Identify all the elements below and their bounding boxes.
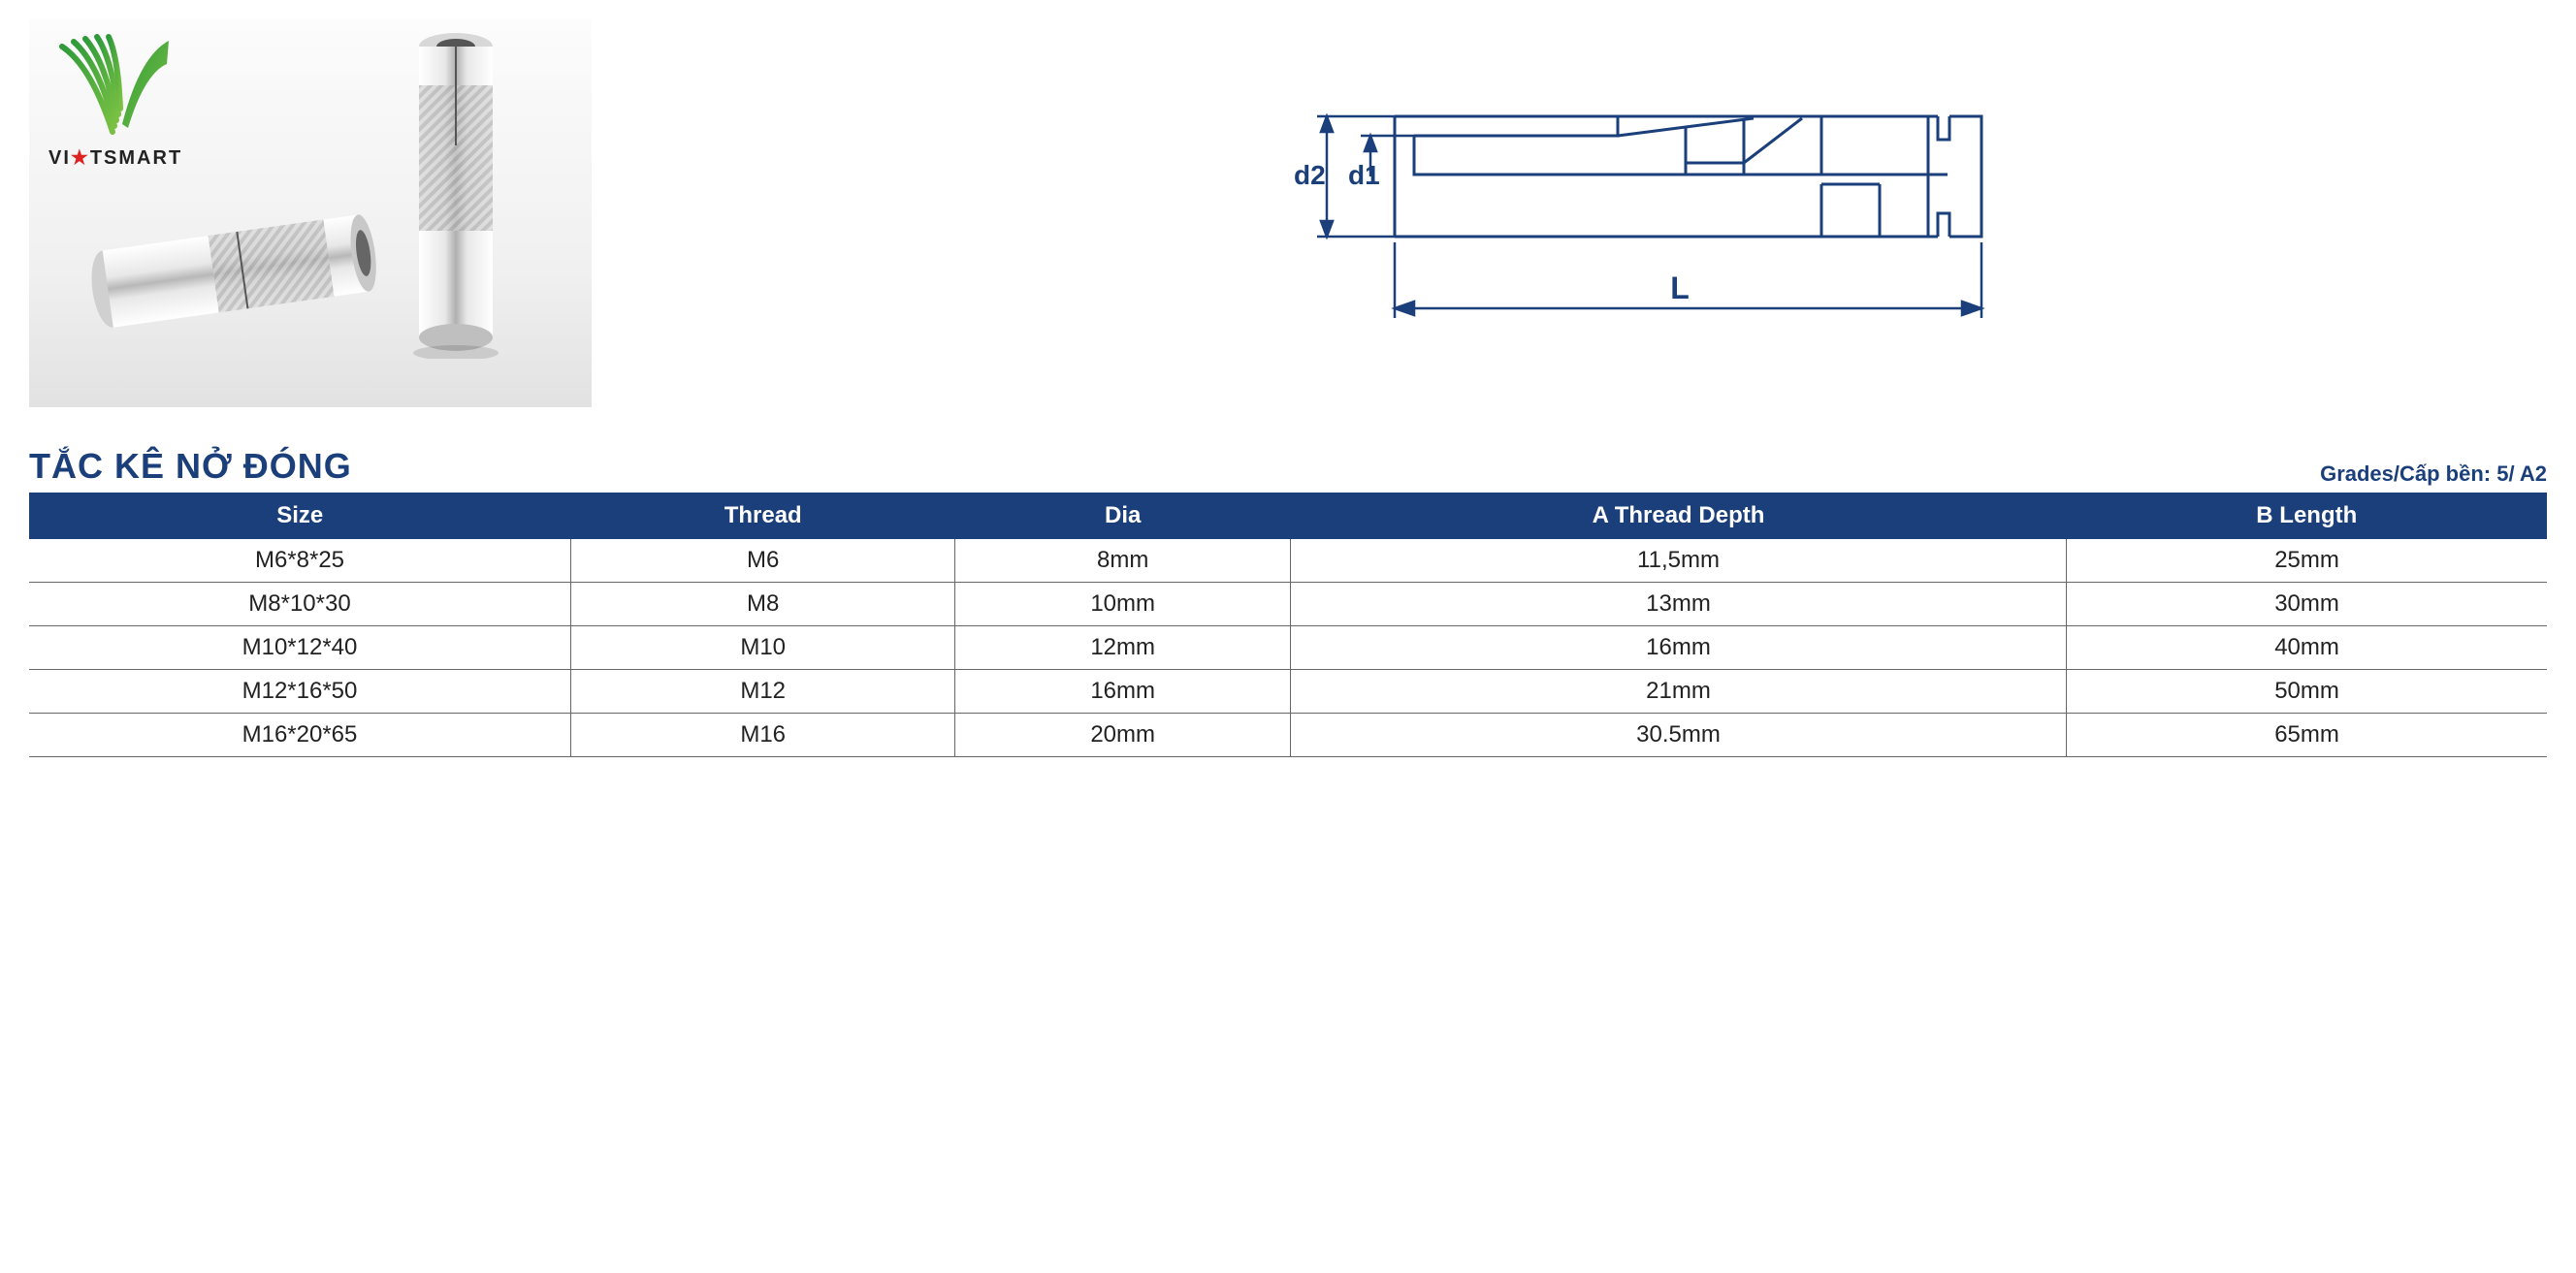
label-l: L: [1670, 271, 1690, 305]
table-cell: M16*20*65: [29, 714, 570, 757]
table-cell: 10mm: [955, 583, 1291, 626]
brand-logo: VI★TSMART: [48, 27, 182, 170]
anchor-horizontal-icon: [82, 204, 384, 340]
table-row: M16*20*65M1620mm30.5mm65mm: [29, 714, 2547, 757]
col-length: B Length: [2067, 493, 2547, 539]
table-cell: 16mm: [1290, 626, 2066, 670]
col-size: Size: [29, 493, 570, 539]
table-cell: M12: [570, 670, 954, 714]
table-cell: 20mm: [955, 714, 1291, 757]
table-cell: 11,5mm: [1290, 539, 2066, 583]
table-cell: 40mm: [2067, 626, 2547, 670]
technical-diagram: d2 d1 L: [650, 19, 2547, 349]
label-d1: d1: [1348, 160, 1380, 190]
table-cell: 21mm: [1290, 670, 2066, 714]
table-cell: 65mm: [2067, 714, 2547, 757]
spec-table: Size Thread Dia A Thread Depth B Length …: [29, 493, 2547, 757]
table-cell: M16: [570, 714, 954, 757]
table-cell: 16mm: [955, 670, 1291, 714]
table-header-row: Size Thread Dia A Thread Depth B Length: [29, 493, 2547, 539]
table-cell: M6*8*25: [29, 539, 570, 583]
top-section: VI★TSMART: [29, 19, 2547, 407]
grades-label: Grades/Cấp bền: 5/ A2: [2320, 461, 2547, 487]
col-thread: Thread: [570, 493, 954, 539]
table-cell: M12*16*50: [29, 670, 570, 714]
col-dia: Dia: [955, 493, 1291, 539]
table-row: M12*16*50M1216mm21mm50mm: [29, 670, 2547, 714]
product-photo: VI★TSMART: [29, 19, 592, 407]
table-cell: M10*12*40: [29, 626, 570, 670]
table-cell: 30mm: [2067, 583, 2547, 626]
table-cell: 50mm: [2067, 670, 2547, 714]
table-row: M6*8*25M68mm11,5mm25mm: [29, 539, 2547, 583]
table-cell: 30.5mm: [1290, 714, 2066, 757]
col-depth: A Thread Depth: [1290, 493, 2066, 539]
table-row: M8*10*30M810mm13mm30mm: [29, 583, 2547, 626]
table-cell: M10: [570, 626, 954, 670]
logo-text: VI★TSMART: [48, 145, 182, 170]
table-cell: 25mm: [2067, 539, 2547, 583]
title-row: TẮC KÊ NỞ ĐÓNG Grades/Cấp bền: 5/ A2: [29, 446, 2547, 487]
table-cell: 13mm: [1290, 583, 2066, 626]
table-row: M10*12*40M1012mm16mm40mm: [29, 626, 2547, 670]
table-cell: 12mm: [955, 626, 1291, 670]
anchor-vertical-icon: [407, 29, 504, 359]
logo-v-icon: [52, 27, 178, 143]
table-cell: M6: [570, 539, 954, 583]
table-cell: M8*10*30: [29, 583, 570, 626]
table-cell: 8mm: [955, 539, 1291, 583]
label-d2: d2: [1294, 160, 1326, 190]
product-title: TẮC KÊ NỞ ĐÓNG: [29, 446, 352, 487]
table-cell: M8: [570, 583, 954, 626]
